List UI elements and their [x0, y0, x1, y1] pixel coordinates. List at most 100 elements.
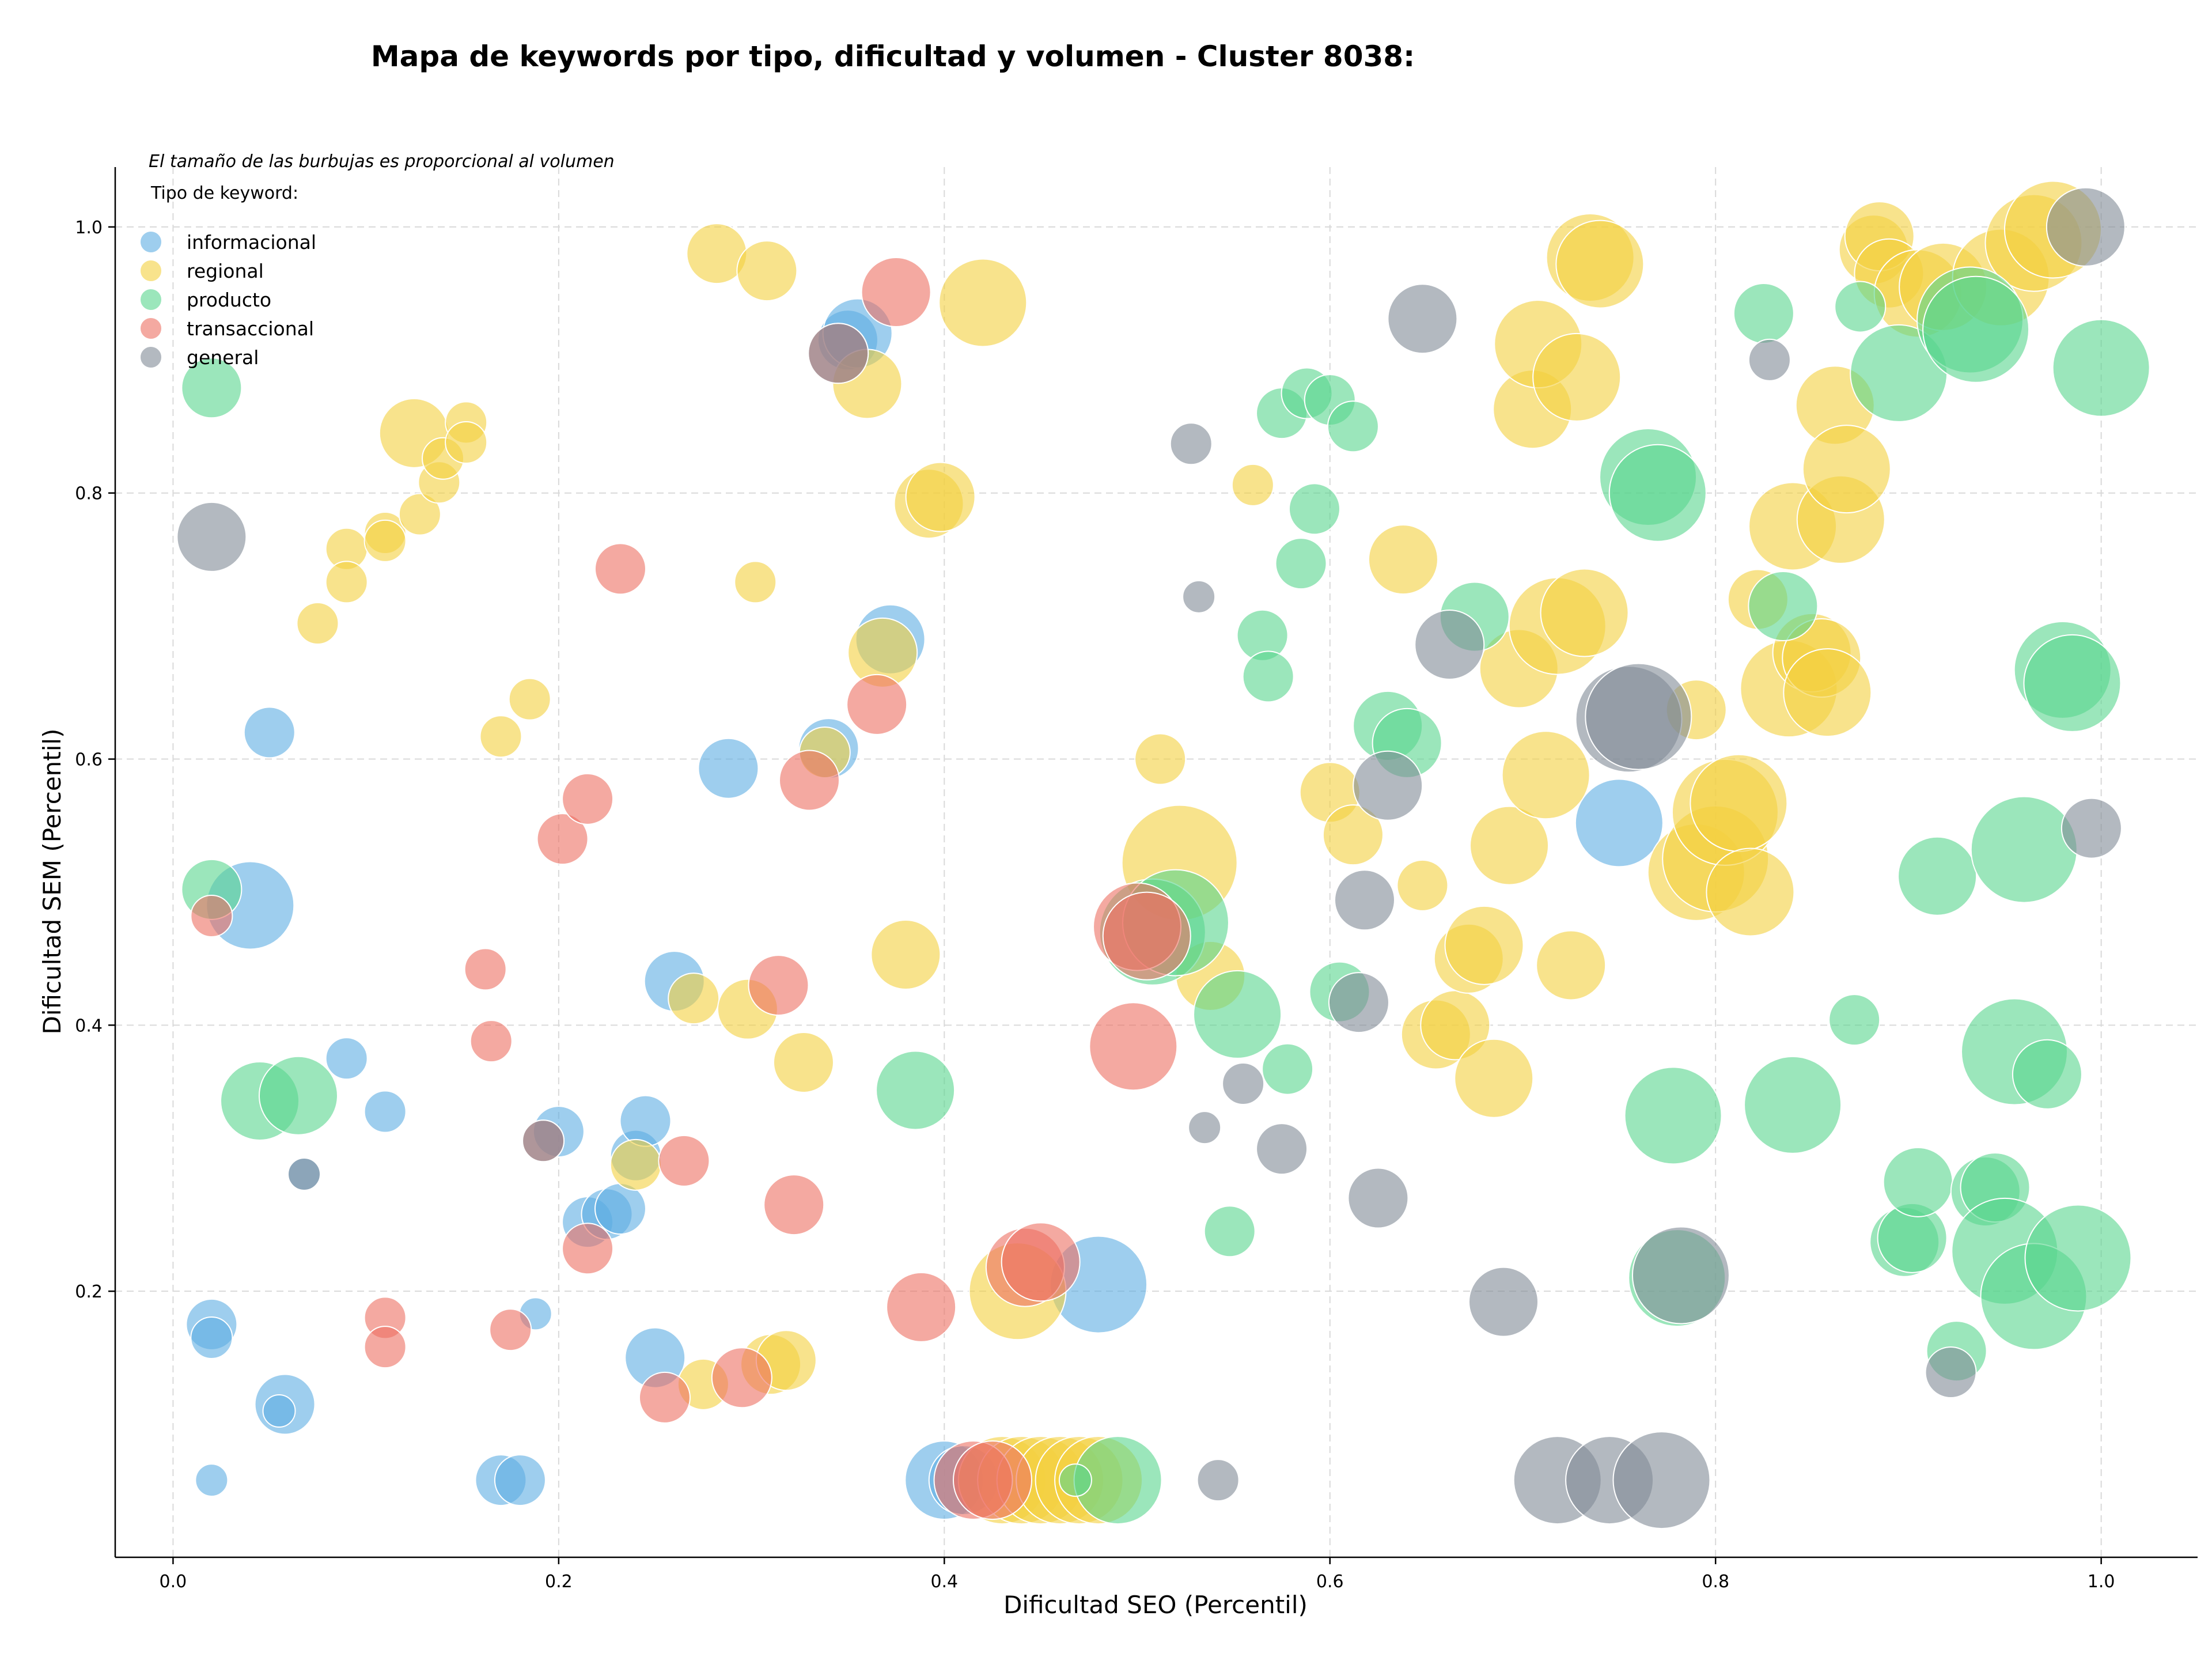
- bubble-regional: [1802, 425, 1891, 514]
- bubble-transaccional: [658, 1134, 710, 1187]
- bubble-informacional: [494, 1454, 546, 1507]
- bubble-general: [1925, 1346, 1977, 1399]
- bubble-regional: [1540, 568, 1629, 657]
- bubble-general: [1256, 1123, 1308, 1175]
- bubble-producto: [1834, 281, 1887, 333]
- bubble-producto: [1897, 836, 1978, 916]
- legend-label-informacional: informacional: [187, 231, 316, 253]
- legend-label-producto: producto: [187, 289, 271, 311]
- bubble-regional: [1444, 905, 1524, 985]
- bubble-general: [1414, 609, 1485, 680]
- bubble-transaccional: [594, 543, 646, 595]
- bubble-transaccional: [748, 955, 809, 1016]
- bubble-regional: [325, 561, 368, 604]
- x-tick-label: 0.8: [1702, 1572, 1729, 1592]
- bubble-transaccional: [1102, 891, 1191, 981]
- y-tick-label: 0.4: [75, 1016, 103, 1036]
- bubble-general: [522, 1119, 565, 1163]
- bubble-transaccional: [489, 1308, 532, 1352]
- bubble-general: [1222, 1062, 1265, 1105]
- bubble-general: [1169, 422, 1213, 466]
- bubble-regional: [938, 258, 1028, 347]
- tick-labels: 0.0 0.2 0.4 0.6 0.8 1.0 0.2 0.4 0.6 0.8 1.0: [75, 218, 2115, 1592]
- bubble-transaccional: [886, 1272, 957, 1342]
- legend-marker-general: [139, 346, 162, 369]
- bubble-general: [1182, 580, 1216, 614]
- bubble-producto: [2024, 1204, 2132, 1312]
- bubble-regional: [734, 561, 777, 604]
- bubble-producto: [1262, 1043, 1314, 1095]
- bubble-transaccional: [1089, 1002, 1178, 1091]
- bubble-producto: [1883, 1147, 1953, 1217]
- bubble-general: [1612, 1431, 1711, 1530]
- bubbles-layer: [176, 180, 2150, 1530]
- bubble-regional: [736, 240, 798, 302]
- bubble-general: [1347, 1167, 1409, 1229]
- bubble-general: [1468, 1266, 1539, 1337]
- bubble-informacional: [325, 1037, 368, 1080]
- y-tick-label: 0.2: [75, 1282, 103, 1302]
- bubble-regional: [1368, 524, 1438, 595]
- legend-marker-producto: [139, 288, 162, 311]
- bubble-informacional: [1574, 778, 1664, 868]
- bubble-producto: [1058, 1463, 1092, 1497]
- bubble-producto: [1242, 650, 1294, 703]
- bubble-regional: [508, 678, 551, 721]
- bubble-producto: [2012, 1039, 2082, 1110]
- bubble-transaccional: [562, 1223, 614, 1275]
- bubble-informacional: [243, 706, 296, 759]
- bubble-general: [1585, 663, 1692, 770]
- y-axis-label: Dificultad SEM (Percentil): [38, 729, 66, 1035]
- bubble-transaccional: [711, 1347, 772, 1409]
- bubble-regional: [1501, 731, 1590, 820]
- bubble-producto: [1288, 483, 1340, 535]
- bubble-informacional: [619, 1095, 672, 1147]
- chart-title: Mapa de keywords por tipo, dificultad y …: [371, 40, 1415, 73]
- bubble-producto: [1970, 796, 2078, 903]
- bubble-producto: [1193, 970, 1282, 1059]
- bubble-informacional: [594, 1183, 646, 1235]
- x-tick-label: 0.4: [930, 1572, 958, 1592]
- bubble-regional: [1469, 805, 1550, 886]
- bubble-informacional: [363, 1090, 407, 1133]
- legend-marker-informacional: [139, 230, 162, 253]
- bubble-general: [1196, 1459, 1240, 1502]
- bubble-producto: [1275, 538, 1327, 590]
- bubble-transaccional: [846, 674, 908, 735]
- bubble-general: [287, 1157, 321, 1191]
- bubble-regional: [772, 1032, 834, 1094]
- bubble-regional: [1231, 463, 1274, 506]
- bubble-transaccional: [861, 257, 931, 328]
- legend-label-transaccional: transaccional: [187, 317, 314, 340]
- bubble-general: [176, 501, 247, 572]
- bubble-general: [1334, 869, 1395, 931]
- bubble-transaccional: [763, 1174, 825, 1236]
- bubble-regional: [870, 919, 941, 990]
- bubble-regional: [1783, 648, 1872, 737]
- bubble-general: [808, 323, 869, 384]
- bubble-producto: [2052, 319, 2150, 417]
- bubble-regional: [1536, 930, 1607, 1001]
- bubble-producto: [876, 1050, 956, 1130]
- bubble-producto: [181, 357, 243, 419]
- bubble-transaccional: [464, 948, 507, 991]
- y-tick-label: 0.8: [75, 484, 103, 504]
- legend-marker-regional: [139, 259, 162, 282]
- bubble-regional: [1706, 847, 1795, 937]
- bubble-regional: [1134, 733, 1187, 785]
- bubble-general: [1631, 1226, 1730, 1325]
- bubble-regional: [668, 973, 720, 1025]
- bubble-regional: [905, 461, 976, 532]
- legend-title: Tipo de keyword:: [150, 183, 298, 203]
- bubble-general: [1748, 338, 1791, 381]
- bubble-transaccional: [952, 1440, 1032, 1520]
- bubble-producto: [1327, 400, 1379, 453]
- bubble-producto: [1744, 1055, 1842, 1154]
- bubble-producto: [1828, 994, 1881, 1046]
- bubble-regional: [1690, 754, 1788, 852]
- bubble-regional: [609, 1138, 662, 1191]
- legend-label-general: general: [187, 346, 259, 369]
- bubble-regional: [363, 519, 407, 562]
- bubble-regional: [1322, 804, 1384, 866]
